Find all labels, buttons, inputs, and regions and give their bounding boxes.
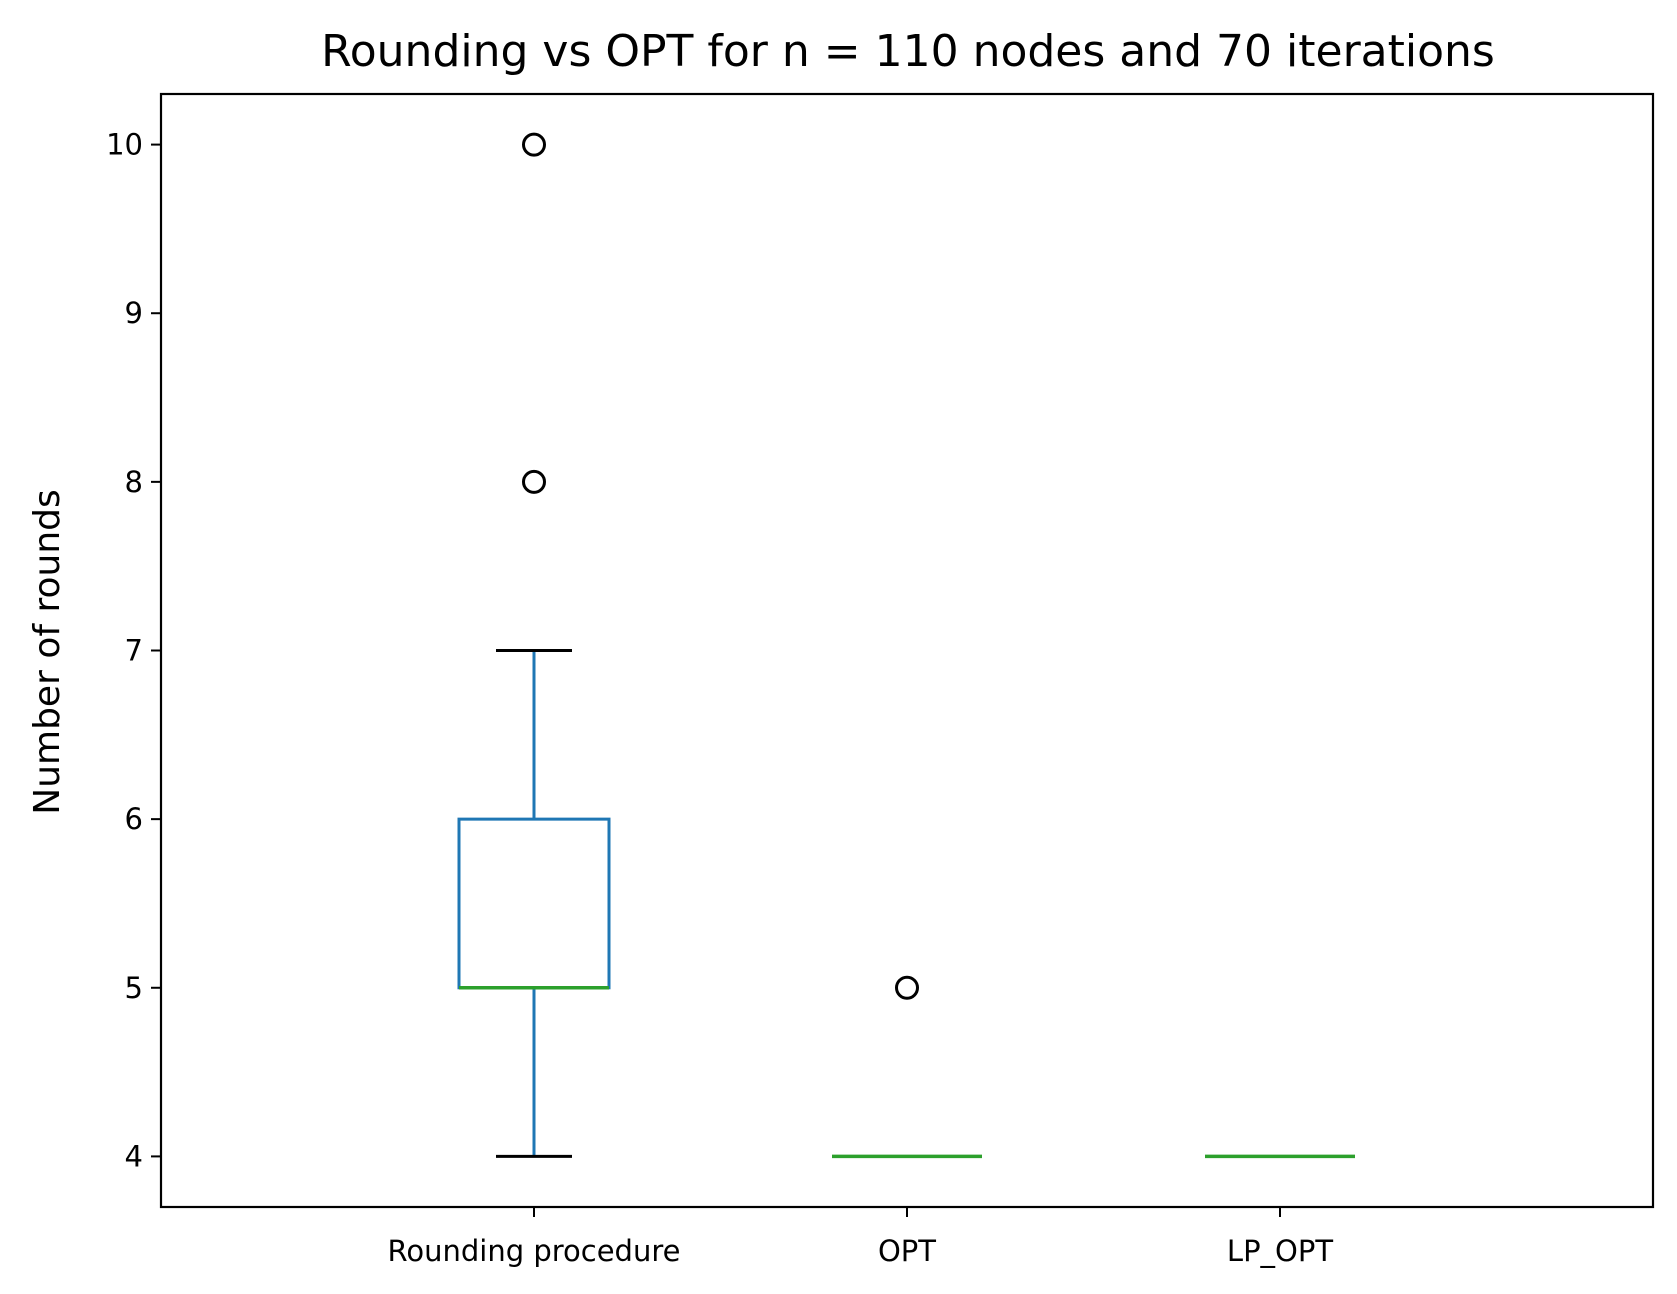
y-tick-label: 4	[125, 1139, 143, 1173]
x-tick-label: LP_OPT	[1227, 1234, 1333, 1268]
y-tick-label: 7	[125, 634, 143, 668]
outlier-point	[522, 132, 546, 157]
y-tick-label: 6	[125, 802, 143, 836]
x-tick-label: Rounding procedure	[388, 1234, 681, 1268]
y-tick-label: 9	[125, 296, 143, 330]
plot-area: 4 5 6 7 8 9 10 Rounding procedure OPT LP_OPT	[106, 92, 1655, 1268]
y-tick-label: 10	[106, 128, 143, 162]
iqr-box	[457, 817, 611, 990]
chart-title: Rounding vs OPT for n = 110 nodes and 70…	[321, 26, 1495, 77]
y-tick-label: 5	[125, 971, 143, 1005]
x-tick-label: OPT	[878, 1234, 936, 1268]
outlier-point	[522, 469, 546, 494]
outlier-point	[895, 975, 919, 1000]
plot-frame	[159, 92, 1655, 1209]
y-tick-label: 8	[125, 465, 143, 499]
y-axis-label: Number of rounds	[27, 489, 68, 814]
